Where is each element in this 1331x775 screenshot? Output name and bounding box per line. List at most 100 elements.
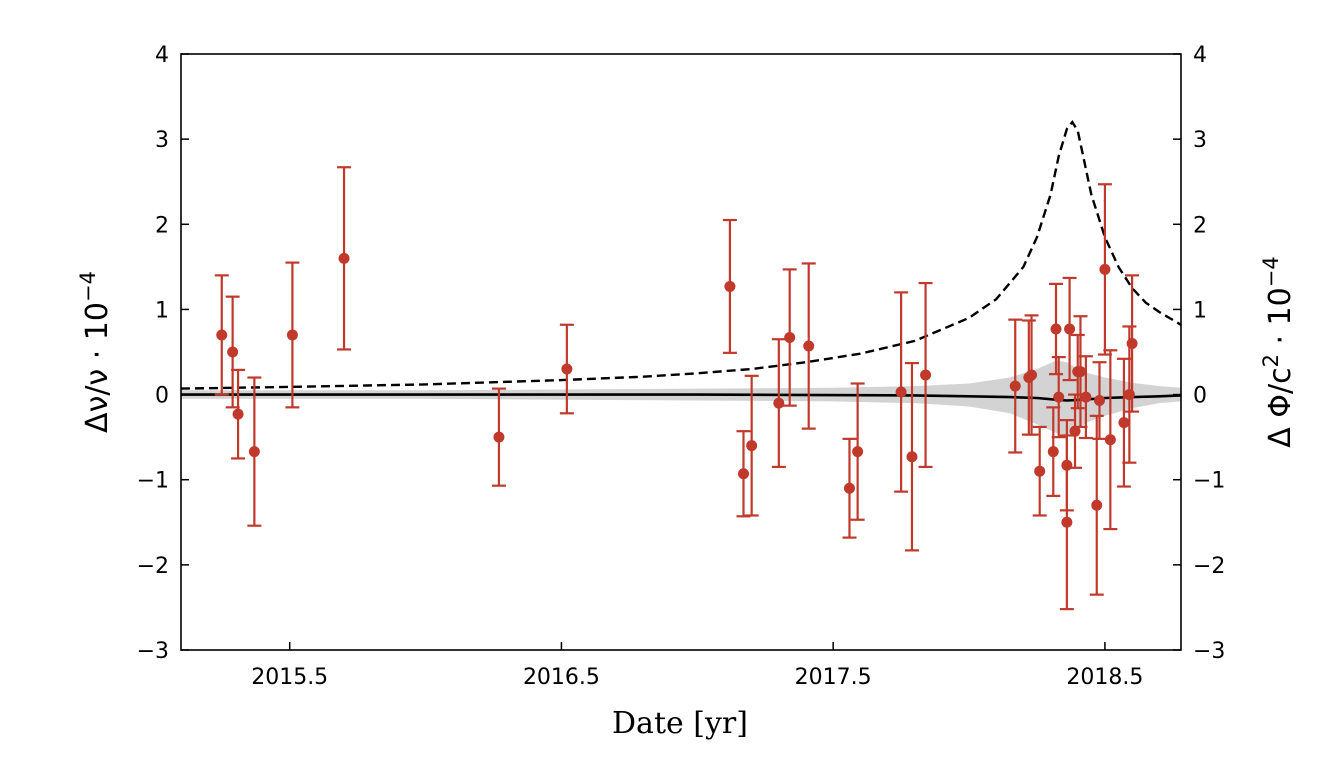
marker xyxy=(746,440,758,452)
y-tick-label-left: 1 xyxy=(155,298,169,323)
marker xyxy=(1069,425,1081,437)
data-point xyxy=(1024,314,1039,436)
y-tick-label-left: 2 xyxy=(155,213,169,238)
marker xyxy=(803,340,815,352)
marker xyxy=(1061,516,1073,528)
data-point xyxy=(850,382,865,521)
marker xyxy=(906,451,918,463)
data-points-layer xyxy=(214,166,1140,611)
y-tick-label-right: 3 xyxy=(1193,128,1207,153)
data-point xyxy=(1062,276,1077,382)
y-left-label-main: Δν/ν · 10 xyxy=(80,302,115,433)
marker xyxy=(1034,465,1046,477)
y-left-label-exponent: −4 xyxy=(76,271,100,302)
marker xyxy=(895,386,907,398)
x-tick-label: 2018.5 xyxy=(1066,665,1143,690)
marker xyxy=(493,431,505,443)
marker xyxy=(1093,395,1105,407)
data-point xyxy=(918,281,933,469)
data-point xyxy=(214,274,229,396)
marker xyxy=(1053,391,1065,403)
y-tick-label-left: 4 xyxy=(155,43,169,68)
y-right-label-sup: 2 xyxy=(1259,354,1283,367)
marker xyxy=(1091,499,1103,511)
data-point xyxy=(771,338,786,469)
marker xyxy=(1026,369,1038,381)
marker xyxy=(1074,366,1086,378)
marker xyxy=(784,332,796,344)
y-right-label-main: Δ Φ/c xyxy=(1263,367,1298,447)
y-tick-label-left: −2 xyxy=(137,554,169,579)
data-point xyxy=(1097,183,1112,356)
data-point xyxy=(491,387,506,487)
y-axis-right-label: Δ Φ/c2 · 10−4 xyxy=(1259,256,1298,447)
data-point xyxy=(1103,349,1118,531)
x-tick-label: 2016.5 xyxy=(523,665,600,690)
x-axis-label: Date [yr] xyxy=(612,706,748,741)
y-tick-label-right: 2 xyxy=(1193,213,1207,238)
data-point xyxy=(1059,434,1074,611)
x-tick-label: 2015.5 xyxy=(251,665,328,690)
marker xyxy=(1118,417,1130,429)
y-tick-label-right: −3 xyxy=(1193,639,1225,664)
marker xyxy=(232,408,244,420)
marker xyxy=(773,397,785,409)
marker xyxy=(216,329,228,341)
data-point xyxy=(559,323,574,415)
data-point xyxy=(1125,274,1140,413)
marker xyxy=(843,482,855,494)
data-point xyxy=(736,430,751,518)
uncertainty-band xyxy=(181,360,1181,436)
data-point xyxy=(1046,406,1061,497)
data-point xyxy=(1078,355,1093,440)
marker xyxy=(852,446,864,458)
marker xyxy=(1064,323,1076,335)
y-tick-label-right: −1 xyxy=(1193,469,1225,494)
marker xyxy=(227,346,239,358)
y-tick-label-left: 0 xyxy=(155,384,169,409)
data-point xyxy=(801,262,816,430)
data-point xyxy=(1049,282,1063,376)
data-point xyxy=(722,218,737,354)
y-tick-label-left: −1 xyxy=(137,469,169,494)
data-point xyxy=(842,437,857,539)
uncertainty-band-layer xyxy=(181,360,1181,436)
data-point xyxy=(1116,357,1131,488)
marker xyxy=(738,468,749,480)
marker xyxy=(1009,380,1021,392)
marker xyxy=(1047,446,1059,458)
data-point xyxy=(1008,318,1023,454)
data-point xyxy=(1089,414,1104,596)
data-point xyxy=(894,291,909,493)
data-point xyxy=(1073,315,1088,429)
y-right-label-exponent: −4 xyxy=(1259,256,1283,287)
data-point xyxy=(1092,361,1107,440)
y-axis-left-label: Δν/ν · 10−4 xyxy=(76,271,115,433)
marker xyxy=(1099,263,1111,275)
y-tick-label-right: 4 xyxy=(1193,43,1207,68)
x-tick-label: 2017.5 xyxy=(795,665,872,690)
y-tick-label-right: 1 xyxy=(1193,298,1207,323)
plot-frame xyxy=(180,53,1182,651)
marker xyxy=(1050,323,1062,335)
dashed-model-curve xyxy=(180,120,1182,390)
y-tick-label-left: 3 xyxy=(155,128,169,153)
marker xyxy=(248,446,260,458)
data-point xyxy=(231,368,246,460)
marker xyxy=(1126,337,1138,349)
marker xyxy=(724,280,736,292)
marker xyxy=(338,252,350,264)
data-point xyxy=(1032,425,1047,517)
data-point xyxy=(744,374,759,517)
marker xyxy=(920,369,932,381)
marker xyxy=(561,363,573,375)
y-tick-label-right: −2 xyxy=(1193,554,1225,579)
data-point xyxy=(285,261,300,409)
marker xyxy=(1123,389,1135,401)
data-point xyxy=(904,361,919,552)
data-point xyxy=(247,376,262,527)
y-right-label-tail: · 10 xyxy=(1263,287,1298,354)
ticks-layer: 2015.5 2016.5 2017.5 2018.5 4 4 3 3 2 2 1 1 0 0 −1 −1 −2… xyxy=(137,43,1226,690)
data-point xyxy=(1068,393,1083,469)
